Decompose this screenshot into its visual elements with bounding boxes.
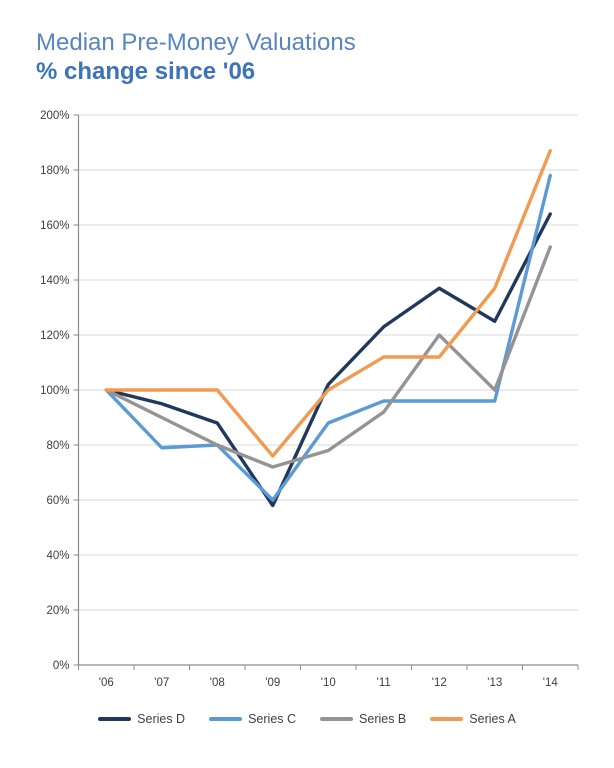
legend-line-icon (320, 716, 354, 722)
chart-title: Median Pre-Money Valuations (36, 29, 356, 56)
legend-label: Series A (469, 712, 516, 726)
series-line-series-b (104, 245, 552, 469)
legend-line-icon (98, 716, 132, 722)
y-axis-label: 200% (40, 110, 69, 122)
legend-label: Series B (359, 712, 407, 726)
series-line-series-d (104, 212, 552, 508)
x-axis-label: '11 (377, 677, 391, 689)
chart-legend: Series D Series C Series B Series A (0, 712, 614, 726)
legend-line-icon (209, 716, 243, 722)
y-axis-label: 160% (40, 220, 69, 232)
y-axis-label: 40% (46, 550, 69, 562)
x-axis-label: '14 (543, 677, 559, 689)
x-axis-label: '13 (487, 677, 502, 689)
series-line-series-a (104, 149, 552, 458)
legend-item-series-a: Series A (430, 712, 516, 726)
x-axis-label: '12 (432, 677, 447, 689)
chart-subtitle: % change since '06 (36, 58, 256, 85)
y-axis-label: 140% (40, 275, 69, 287)
y-axis-label: 120% (40, 330, 69, 342)
x-axis-label: '06 (99, 677, 114, 689)
x-axis-label: '10 (321, 677, 336, 689)
y-axis-label: 80% (46, 440, 69, 452)
legend-label: Series D (137, 712, 186, 726)
y-axis-label: 0% (53, 660, 70, 672)
x-axis-label: '09 (265, 677, 280, 689)
series-line-series-c (104, 173, 552, 502)
legend-item-series-b: Series B (320, 712, 406, 726)
y-axis-label: 20% (46, 605, 69, 617)
x-axis-label: '08 (210, 677, 225, 689)
y-axis-label: 100% (40, 385, 69, 397)
y-axis-label: 180% (40, 165, 69, 177)
legend-item-series-d: Series D (98, 712, 185, 726)
x-axis-label: '07 (154, 677, 169, 689)
y-axis-label: 60% (46, 495, 69, 507)
legend-label: Series C (248, 712, 297, 726)
legend-line-icon (430, 716, 464, 722)
legend-item-series-c: Series C (209, 712, 296, 726)
